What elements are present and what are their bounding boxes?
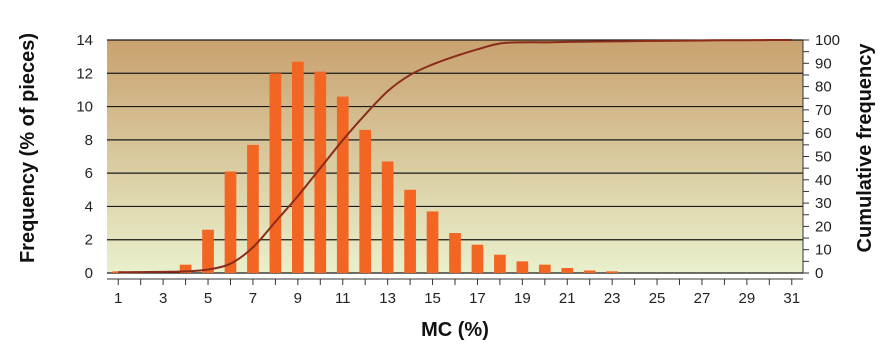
x-tick-label: 5 — [204, 290, 212, 307]
y2-tick-label: 80 — [815, 79, 832, 96]
y-tick-label: 12 — [76, 65, 93, 82]
x-tick-label: 27 — [694, 290, 711, 307]
y-tick-label: 2 — [85, 232, 93, 249]
x-tick-label: 19 — [514, 290, 531, 307]
bar — [336, 96, 349, 273]
y2-tick-label: 70 — [815, 102, 832, 119]
y2-tick-label: 50 — [815, 149, 832, 166]
x-tick-label: 23 — [604, 290, 621, 307]
y-tick-label: 8 — [85, 132, 93, 149]
bar — [314, 71, 327, 273]
y2-tick-label: 30 — [815, 195, 832, 212]
bar — [516, 261, 529, 273]
y-axis-title-right: Cumulative frequency — [854, 43, 876, 253]
y2-tick-label: 60 — [815, 125, 832, 142]
x-tick-label: 3 — [159, 290, 167, 307]
x-axis-title: MC (%) — [421, 319, 489, 341]
x-tick-label: 31 — [783, 290, 800, 307]
bar — [538, 264, 551, 273]
x-axis: 1 3 5 7 9 11 13 15 17 19 21 23 25 27 29 31 — [107, 278, 803, 307]
bar — [247, 144, 259, 273]
x-tick-label: 1 — [114, 290, 122, 307]
y2-tick-label: 40 — [815, 172, 832, 189]
bar — [381, 161, 394, 273]
cumulative-frequency-line — [118, 38, 792, 274]
x-tick-label: 11 — [335, 290, 351, 307]
bar — [269, 73, 282, 274]
x-tick-label: 17 — [469, 290, 486, 307]
x-tick-label: 21 — [559, 290, 576, 307]
y-axis-left: 0 2 4 6 8 10 12 14 — [76, 32, 93, 282]
y2-tick-label: 90 — [815, 55, 832, 72]
x-tick-label: 15 — [424, 290, 441, 307]
bar — [471, 244, 484, 273]
bar — [449, 233, 461, 273]
y2-tick-label: 100 — [815, 32, 840, 49]
y-tick-label: 0 — [85, 265, 93, 282]
y-tick-label: 10 — [76, 99, 93, 116]
y2-tick-label: 0 — [815, 265, 823, 282]
bar — [224, 171, 237, 273]
y-tick-label: 4 — [85, 198, 93, 215]
bar — [426, 211, 439, 273]
y2-tick-label: 20 — [815, 218, 832, 235]
x-tick-label: 7 — [249, 290, 257, 307]
y-tick-label: 14 — [76, 32, 93, 49]
x-tick-label: 25 — [649, 290, 666, 307]
bar — [292, 61, 304, 274]
bar — [202, 229, 214, 273]
bar — [404, 189, 416, 273]
x-tick-label: 9 — [294, 290, 302, 307]
bar — [359, 129, 372, 273]
y-axis-right: 0 10 20 30 40 50 60 70 80 90 100 — [802, 32, 840, 282]
bar — [494, 254, 506, 273]
y2-tick-label: 10 — [815, 242, 832, 259]
bar — [179, 264, 192, 273]
x-tick-label: 13 — [379, 290, 396, 307]
bar — [583, 270, 596, 273]
y-axis-title-left: Frequency (% of pieces) — [17, 33, 39, 263]
bar — [606, 271, 618, 273]
x-tick-label: 29 — [739, 290, 756, 307]
bar — [561, 268, 574, 273]
y-tick-label: 6 — [85, 165, 93, 182]
